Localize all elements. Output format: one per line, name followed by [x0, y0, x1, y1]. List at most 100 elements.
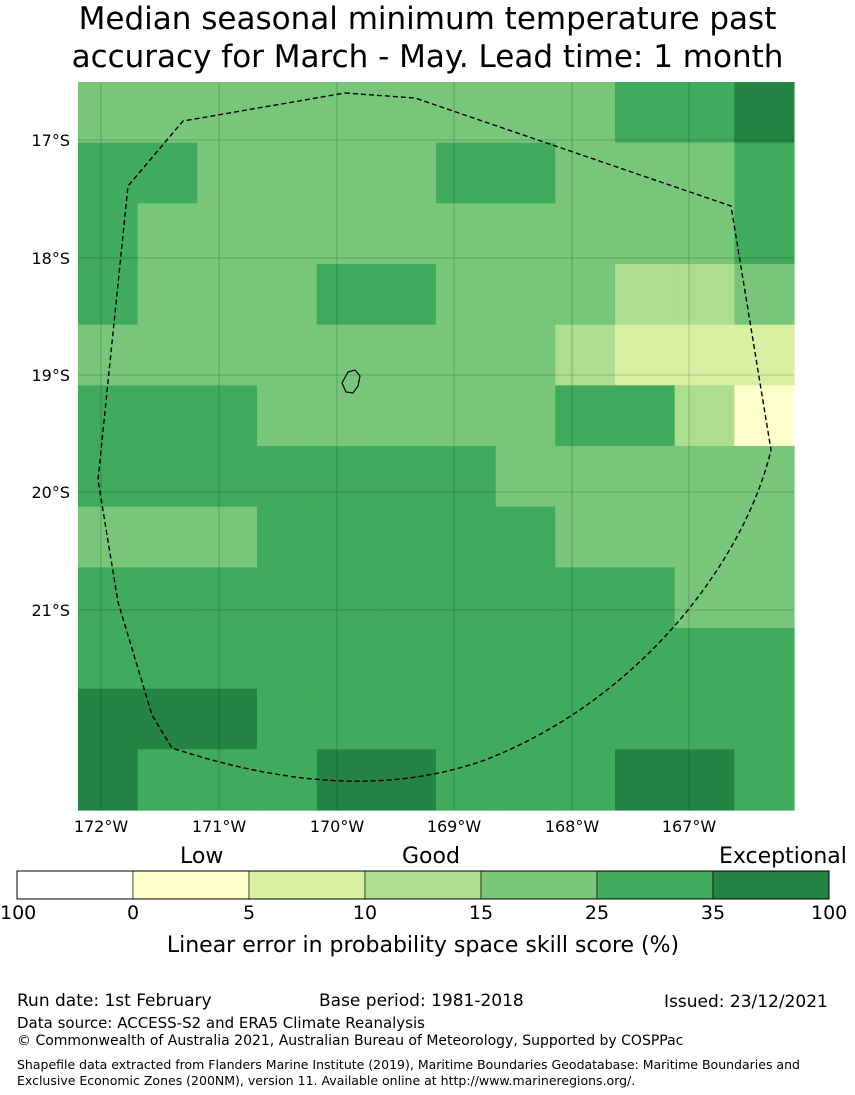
lat-tick-label: 17°S — [31, 131, 70, 150]
lat-tick-label: 21°S — [31, 601, 70, 620]
grid-cell — [495, 628, 556, 690]
colorbar-tick-label: 5 — [242, 902, 256, 924]
colorbar-title: Linear error in probability space skill … — [166, 933, 680, 958]
colorbar-tick-label: 10 — [352, 902, 378, 924]
grid-cell — [257, 506, 318, 568]
base-period: Base period: 1981-2018 — [319, 991, 524, 1011]
grid-cell — [615, 628, 676, 690]
grid-cell — [495, 749, 556, 811]
grid-cell — [555, 324, 616, 386]
colorbar-segment — [132, 870, 250, 900]
grid-cell — [436, 203, 497, 265]
grid-cell — [316, 688, 377, 750]
island-outline — [341, 369, 361, 394]
grid-cell — [78, 446, 139, 508]
eez-boundary — [97, 92, 772, 782]
grid-cell — [197, 324, 258, 386]
grid-cell — [78, 567, 139, 629]
grid-cell — [615, 324, 676, 386]
colorbar-tick-label: 25 — [584, 902, 610, 924]
grid-cell — [436, 324, 497, 386]
grid-cell — [78, 324, 139, 386]
grid-cell — [615, 567, 676, 629]
grid-cell — [615, 749, 676, 811]
grid-cell — [316, 82, 377, 144]
grid-cell — [436, 142, 497, 204]
grid-cell — [197, 567, 258, 629]
colorbar-tick-label: 35 — [700, 902, 726, 924]
grid-cell — [257, 142, 318, 204]
grid-cell — [555, 567, 616, 629]
grid-cell — [376, 142, 437, 204]
grid-cell — [257, 264, 318, 326]
grid-cell — [436, 82, 497, 144]
grid-cell — [137, 82, 198, 144]
lon-tick-label: 172°W — [74, 817, 129, 836]
grid-cell — [495, 385, 556, 447]
grid-cell — [674, 203, 735, 265]
grid-cell — [257, 567, 318, 629]
issued-date: Issued: 23/12/2021 — [664, 992, 828, 1012]
grid-cell — [734, 324, 795, 386]
grid-cell — [137, 142, 198, 204]
grid-cell — [376, 628, 437, 690]
label-good: Good — [402, 844, 460, 869]
grid-cell — [734, 506, 795, 568]
grid-cell — [495, 203, 556, 265]
map-title: Median seasonal minimum temperature past… — [0, 0, 855, 76]
grid-cell — [257, 688, 318, 750]
grid-cell — [734, 142, 795, 204]
grid-cell — [316, 567, 377, 629]
grid-cell — [376, 506, 437, 568]
grid-cell — [137, 567, 198, 629]
colorbar-frame — [16, 870, 830, 900]
grid-cell — [734, 628, 795, 690]
grid-cell — [376, 385, 437, 447]
grid-cell — [137, 446, 198, 508]
grid-cell — [734, 567, 795, 629]
grid-cell — [674, 264, 735, 326]
grid-cell — [316, 264, 377, 326]
grid-cell — [615, 385, 676, 447]
grid-cell — [257, 82, 318, 144]
colorbar-tick-label: 15 — [468, 902, 494, 924]
grid-cell — [137, 749, 198, 811]
grid-cell — [197, 142, 258, 204]
grid-cell — [615, 506, 676, 568]
colorbar-tick-label: 100 — [0, 902, 37, 924]
copyright: © Commonwealth of Australia 2021, Austra… — [17, 1033, 684, 1049]
grid-cell — [495, 446, 556, 508]
lat-tick-label: 18°S — [31, 249, 70, 268]
colorbar-tick-label: 0 — [126, 902, 140, 924]
grid-cell — [376, 82, 437, 144]
grid-cell — [197, 628, 258, 690]
grid-cell — [436, 749, 497, 811]
colorbar-segment — [16, 870, 134, 900]
grid-cell — [376, 749, 437, 811]
grid-cell — [78, 688, 139, 750]
grid-cell — [674, 749, 735, 811]
grid-cell — [137, 385, 198, 447]
grid-cell — [674, 506, 735, 568]
grid-cell — [555, 264, 616, 326]
grid-cell — [137, 324, 198, 386]
grid-cell — [674, 688, 735, 750]
colorbar-segment — [712, 870, 830, 900]
grid-cell — [376, 203, 437, 265]
grid-cell — [197, 749, 258, 811]
grid-cell — [316, 446, 377, 508]
grid-cell — [615, 203, 676, 265]
graticule — [78, 82, 794, 810]
grid-cell — [734, 446, 795, 508]
grid-cell — [734, 385, 795, 447]
grid-cell — [316, 385, 377, 447]
grid-cell — [78, 142, 139, 204]
grid-cell — [495, 142, 556, 204]
grid-cell — [316, 203, 377, 265]
title-line-1: Median seasonal minimum temperature past — [78, 1, 777, 37]
grid-cell — [376, 324, 437, 386]
grid-cell — [78, 385, 139, 447]
grid-cell — [257, 385, 318, 447]
grid-cell — [674, 142, 735, 204]
grid-cell — [615, 264, 676, 326]
